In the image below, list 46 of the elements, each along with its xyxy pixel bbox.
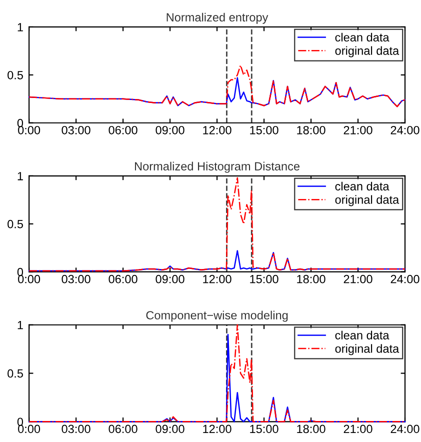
x-tick-label: 18:00 [297,126,326,134]
y-tick-label: 0.5 [8,369,23,378]
chart-title: Normalized Histogram Distance [135,162,300,173]
x-tick-label: 24:00 [390,126,420,134]
y-tick-label: 0.5 [8,220,23,228]
x-tick-label: 06:00 [108,274,138,284]
legend-label: clean data [335,330,390,340]
x-tick-label: 21:00 [344,274,372,284]
line-series [28,177,406,272]
x-tick-label: 09:00 [156,126,184,134]
x-tick-label: 0:00 [18,126,40,134]
x-tick-label: 18:00 [297,424,326,434]
y-tick-label: 0 [17,118,24,128]
x-tick-label: 12:00 [203,424,232,434]
x-tick-label: 21:00 [344,424,372,434]
x-tick-label: 06:00 [108,424,138,434]
x-tick-label: 06:00 [108,126,138,134]
x-tick-label: 24:00 [390,424,420,434]
x-tick-label: 03:00 [62,274,90,284]
x-tick-label: 21:00 [344,126,372,134]
x-tick-label: 24:00 [390,274,420,284]
x-tick-label: 0:00 [18,424,40,434]
y-tick-label: 0.5 [8,70,23,80]
x-tick-label: 03:00 [62,424,90,434]
legend-label: clean data [335,182,390,190]
y-tick-label: 1 [18,172,23,180]
x-tick-label: 18:00 [297,274,326,284]
y-tick-label: 1 [18,321,23,330]
y-tick-label: 0 [17,268,24,276]
x-tick-label: 03:00 [62,126,90,134]
legend-label: original data [335,46,400,58]
y-tick-label: 1 [18,23,23,32]
x-tick-label: 0:00 [18,274,40,284]
chart-title: Normalized entropy [166,12,268,24]
legend-label: clean data [335,32,390,42]
legend-label: original data [335,195,400,206]
x-tick-label: 09:00 [156,274,184,284]
legend-label: original data [335,344,400,356]
x-tick-label: 12:00 [203,274,232,284]
x-tick-label: 15:00 [250,274,278,284]
x-tick-label: 12:00 [203,126,232,134]
x-tick-label: 09:00 [156,424,184,434]
chart-title: Component−wise modeling [146,310,288,322]
x-tick-label: 15:00 [250,126,278,134]
x-tick-label: 15:00 [250,424,278,434]
line-series [28,64,406,108]
